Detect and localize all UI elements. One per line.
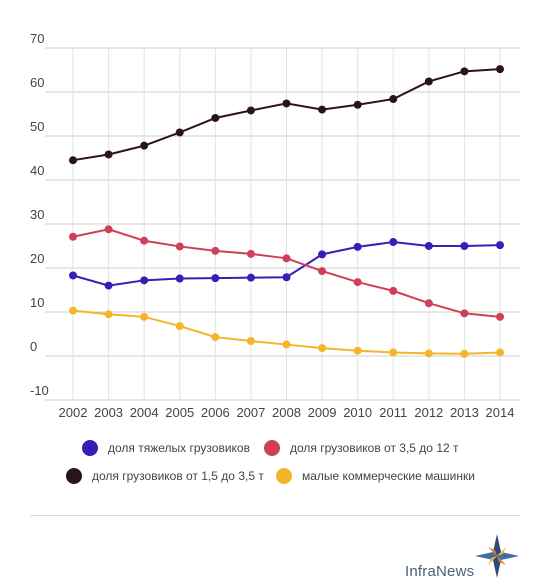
x-tick-label: 2012 [414,405,443,420]
y-tick-label: 70 [30,31,44,46]
legend-item-light: доля грузовиков от 1,5 до 3,5 т [66,468,264,484]
data-point[interactable] [282,254,291,263]
data-point[interactable] [104,225,113,234]
data-point[interactable] [424,299,433,308]
y-tick-label: 10 [30,295,44,310]
footer-divider [30,515,520,516]
data-point[interactable] [353,346,362,355]
data-point[interactable] [460,309,469,318]
brand-name: InfraNews [405,563,475,580]
data-point[interactable] [69,232,77,241]
data-point[interactable] [424,349,433,358]
data-point[interactable] [211,246,220,255]
y-tick-label: 40 [30,163,44,178]
data-point[interactable] [389,238,398,247]
data-point[interactable] [175,322,184,331]
y-tick-label: 0 [30,339,37,354]
data-point[interactable] [104,150,113,159]
data-point[interactable] [424,242,433,250]
legend-label: доля грузовиков от 3,5 до 12 т [290,441,459,455]
data-point[interactable] [460,242,469,250]
x-tick-label: 2004 [130,405,159,420]
data-point[interactable] [140,312,149,321]
legend-marker [82,440,98,456]
data-point[interactable] [353,100,362,109]
data-point[interactable] [211,274,220,283]
data-point[interactable] [318,267,327,276]
series-0 [69,238,504,290]
legend-item-heavy: доля тяжелых грузовиков [82,440,250,456]
data-point[interactable] [140,276,149,285]
data-point[interactable] [69,271,77,280]
legend-label: доля тяжелых грузовиков [108,441,250,455]
data-point[interactable] [460,349,469,358]
data-point[interactable] [175,242,184,251]
data-point[interactable] [104,310,113,319]
data-point[interactable] [353,242,362,251]
legend-label: малые коммерческие машинки [302,469,475,483]
data-point[interactable] [246,249,255,258]
y-tick-label: 60 [30,75,44,90]
data-point[interactable] [282,273,291,282]
data-point[interactable] [318,344,327,353]
x-tick-label: 2009 [308,405,337,420]
data-point[interactable] [389,286,398,295]
y-tick-label: -10 [30,383,49,398]
compass-star-icon [475,534,519,578]
data-point[interactable] [104,281,113,290]
series-1 [69,225,504,321]
axis-ticks: -10 0 10 20 30 40 50 60 70 2002 2003 2004 2005 2006 20… [30,31,514,420]
data-point[interactable] [246,337,255,346]
series-3 [69,306,504,358]
legend-label: доля грузовиков от 1,5 до 3,5 т [92,469,264,483]
data-point[interactable] [69,156,77,165]
data-point[interactable] [460,67,469,76]
data-point[interactable] [389,95,398,104]
x-tick-label: 2005 [165,405,194,420]
x-tick-label: 2010 [343,405,372,420]
data-point[interactable] [246,106,255,115]
data-point[interactable] [353,278,362,287]
series-lines [69,65,504,358]
brand-logo[interactable]: InfraNews [405,532,540,582]
legend-marker [276,468,292,484]
line-chart: -10 0 10 20 30 40 50 60 70 2002 2003 2004 2005 2006 20… [30,31,520,420]
legend-marker [264,440,280,456]
data-point[interactable] [496,65,504,74]
data-point[interactable] [211,333,220,342]
data-point[interactable] [69,306,77,315]
data-point[interactable] [282,99,291,108]
series-2 [69,65,504,165]
y-tick-label: 50 [30,119,44,134]
x-tick-label: 2013 [450,405,479,420]
x-tick-label: 2003 [94,405,123,420]
y-tick-label: 20 [30,251,44,266]
data-point[interactable] [140,236,149,245]
data-point[interactable] [496,348,504,357]
data-point[interactable] [496,241,504,250]
x-tick-label: 2011 [379,405,407,420]
x-tick-label: 2002 [59,405,88,420]
legend-item-small: малые коммерческие машинки [276,468,475,484]
x-tick-label: 2008 [272,405,301,420]
data-point[interactable] [140,141,149,150]
x-tick-label: 2014 [486,405,515,420]
legend-marker [66,468,82,484]
legend-item-medium: доля грузовиков от 3,5 до 12 т [264,440,459,456]
data-point[interactable] [246,273,255,282]
data-point[interactable] [318,250,327,259]
grid-lines [45,47,520,401]
data-point[interactable] [175,128,184,137]
x-tick-label: 2007 [236,405,265,420]
data-point[interactable] [211,113,220,122]
data-point[interactable] [424,77,433,86]
data-point[interactable] [389,348,398,357]
data-point[interactable] [175,274,184,283]
data-point[interactable] [282,340,291,349]
x-tick-label: 2006 [201,405,230,420]
y-tick-label: 30 [30,207,44,222]
data-point[interactable] [496,312,504,321]
data-point[interactable] [318,105,327,114]
